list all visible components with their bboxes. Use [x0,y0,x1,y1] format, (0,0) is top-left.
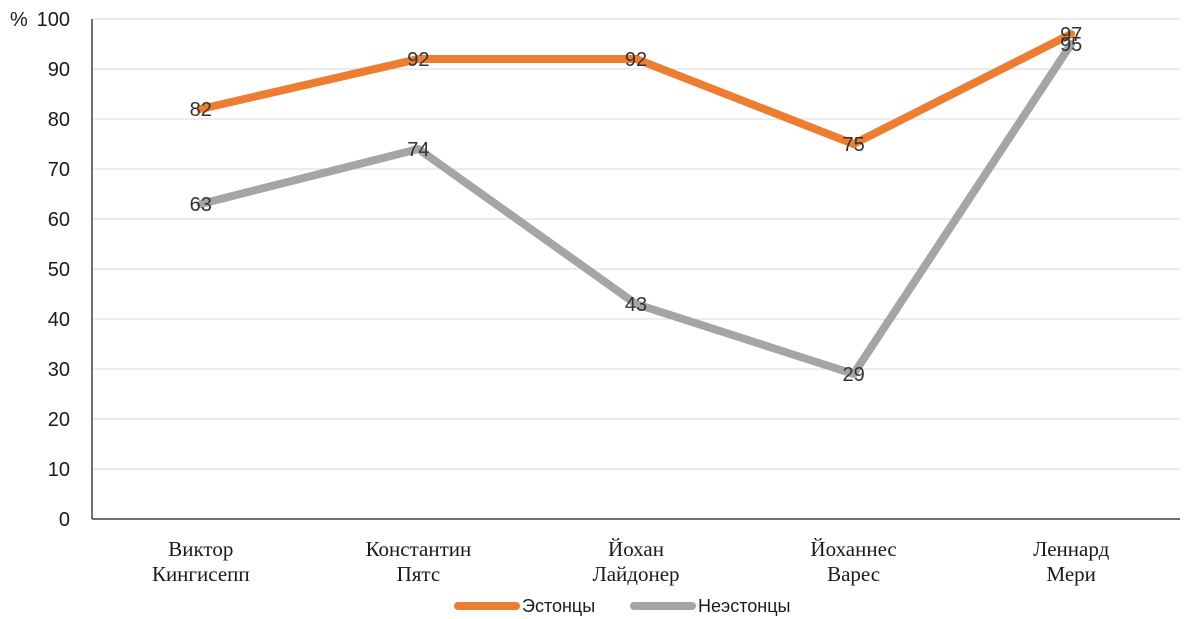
data-label: 63 [190,194,212,216]
y-tick-label: 100 [37,9,70,31]
y-tick-label: 10 [48,459,70,481]
data-label: 92 [625,49,647,71]
series-lines [201,34,1071,374]
y-tick-label: 20 [48,409,70,431]
y-tick-label: 30 [48,359,70,381]
legend: Эстонцы Неэстонцы [458,596,790,616]
data-label: 82 [190,99,212,121]
x-tick-labels: Виктор Кингисепп Константин Пятс Йохан Лайдон… [152,537,1110,586]
x-tick-label: Константин Пятс [366,537,472,586]
y-tick-label: 40 [48,309,70,331]
y-tick-label: 70 [48,159,70,181]
y-tick-labels: 0 10 20 30 40 50 60 70 80 90 100 [37,9,70,531]
data-label: 95 [1060,34,1082,56]
x-tick-label: Виктор Кингисепп [152,537,250,586]
y-tick-label: 0 [59,509,70,531]
legend-label: Неэстонцы [698,596,790,616]
y-tick-label: 80 [48,109,70,131]
data-label: 75 [842,134,864,156]
x-tick-label: Йохан Лайдонер [592,537,679,586]
data-label: 43 [625,294,647,316]
series-line-2 [201,44,1071,374]
y-tick-label: 90 [48,59,70,81]
data-label: 74 [407,139,429,161]
y-tick-label: 60 [48,209,70,231]
legend-label: Эстонцы [522,596,595,616]
x-tick-label: Йоханнес Варес [810,537,896,586]
gridlines [92,19,1180,469]
x-tick-label: Леннард Мери [1033,537,1109,586]
y-axis-unit-label: % [10,9,28,31]
data-label: 92 [407,49,429,71]
y-tick-label: 50 [48,259,70,281]
data-label: 29 [842,364,864,386]
